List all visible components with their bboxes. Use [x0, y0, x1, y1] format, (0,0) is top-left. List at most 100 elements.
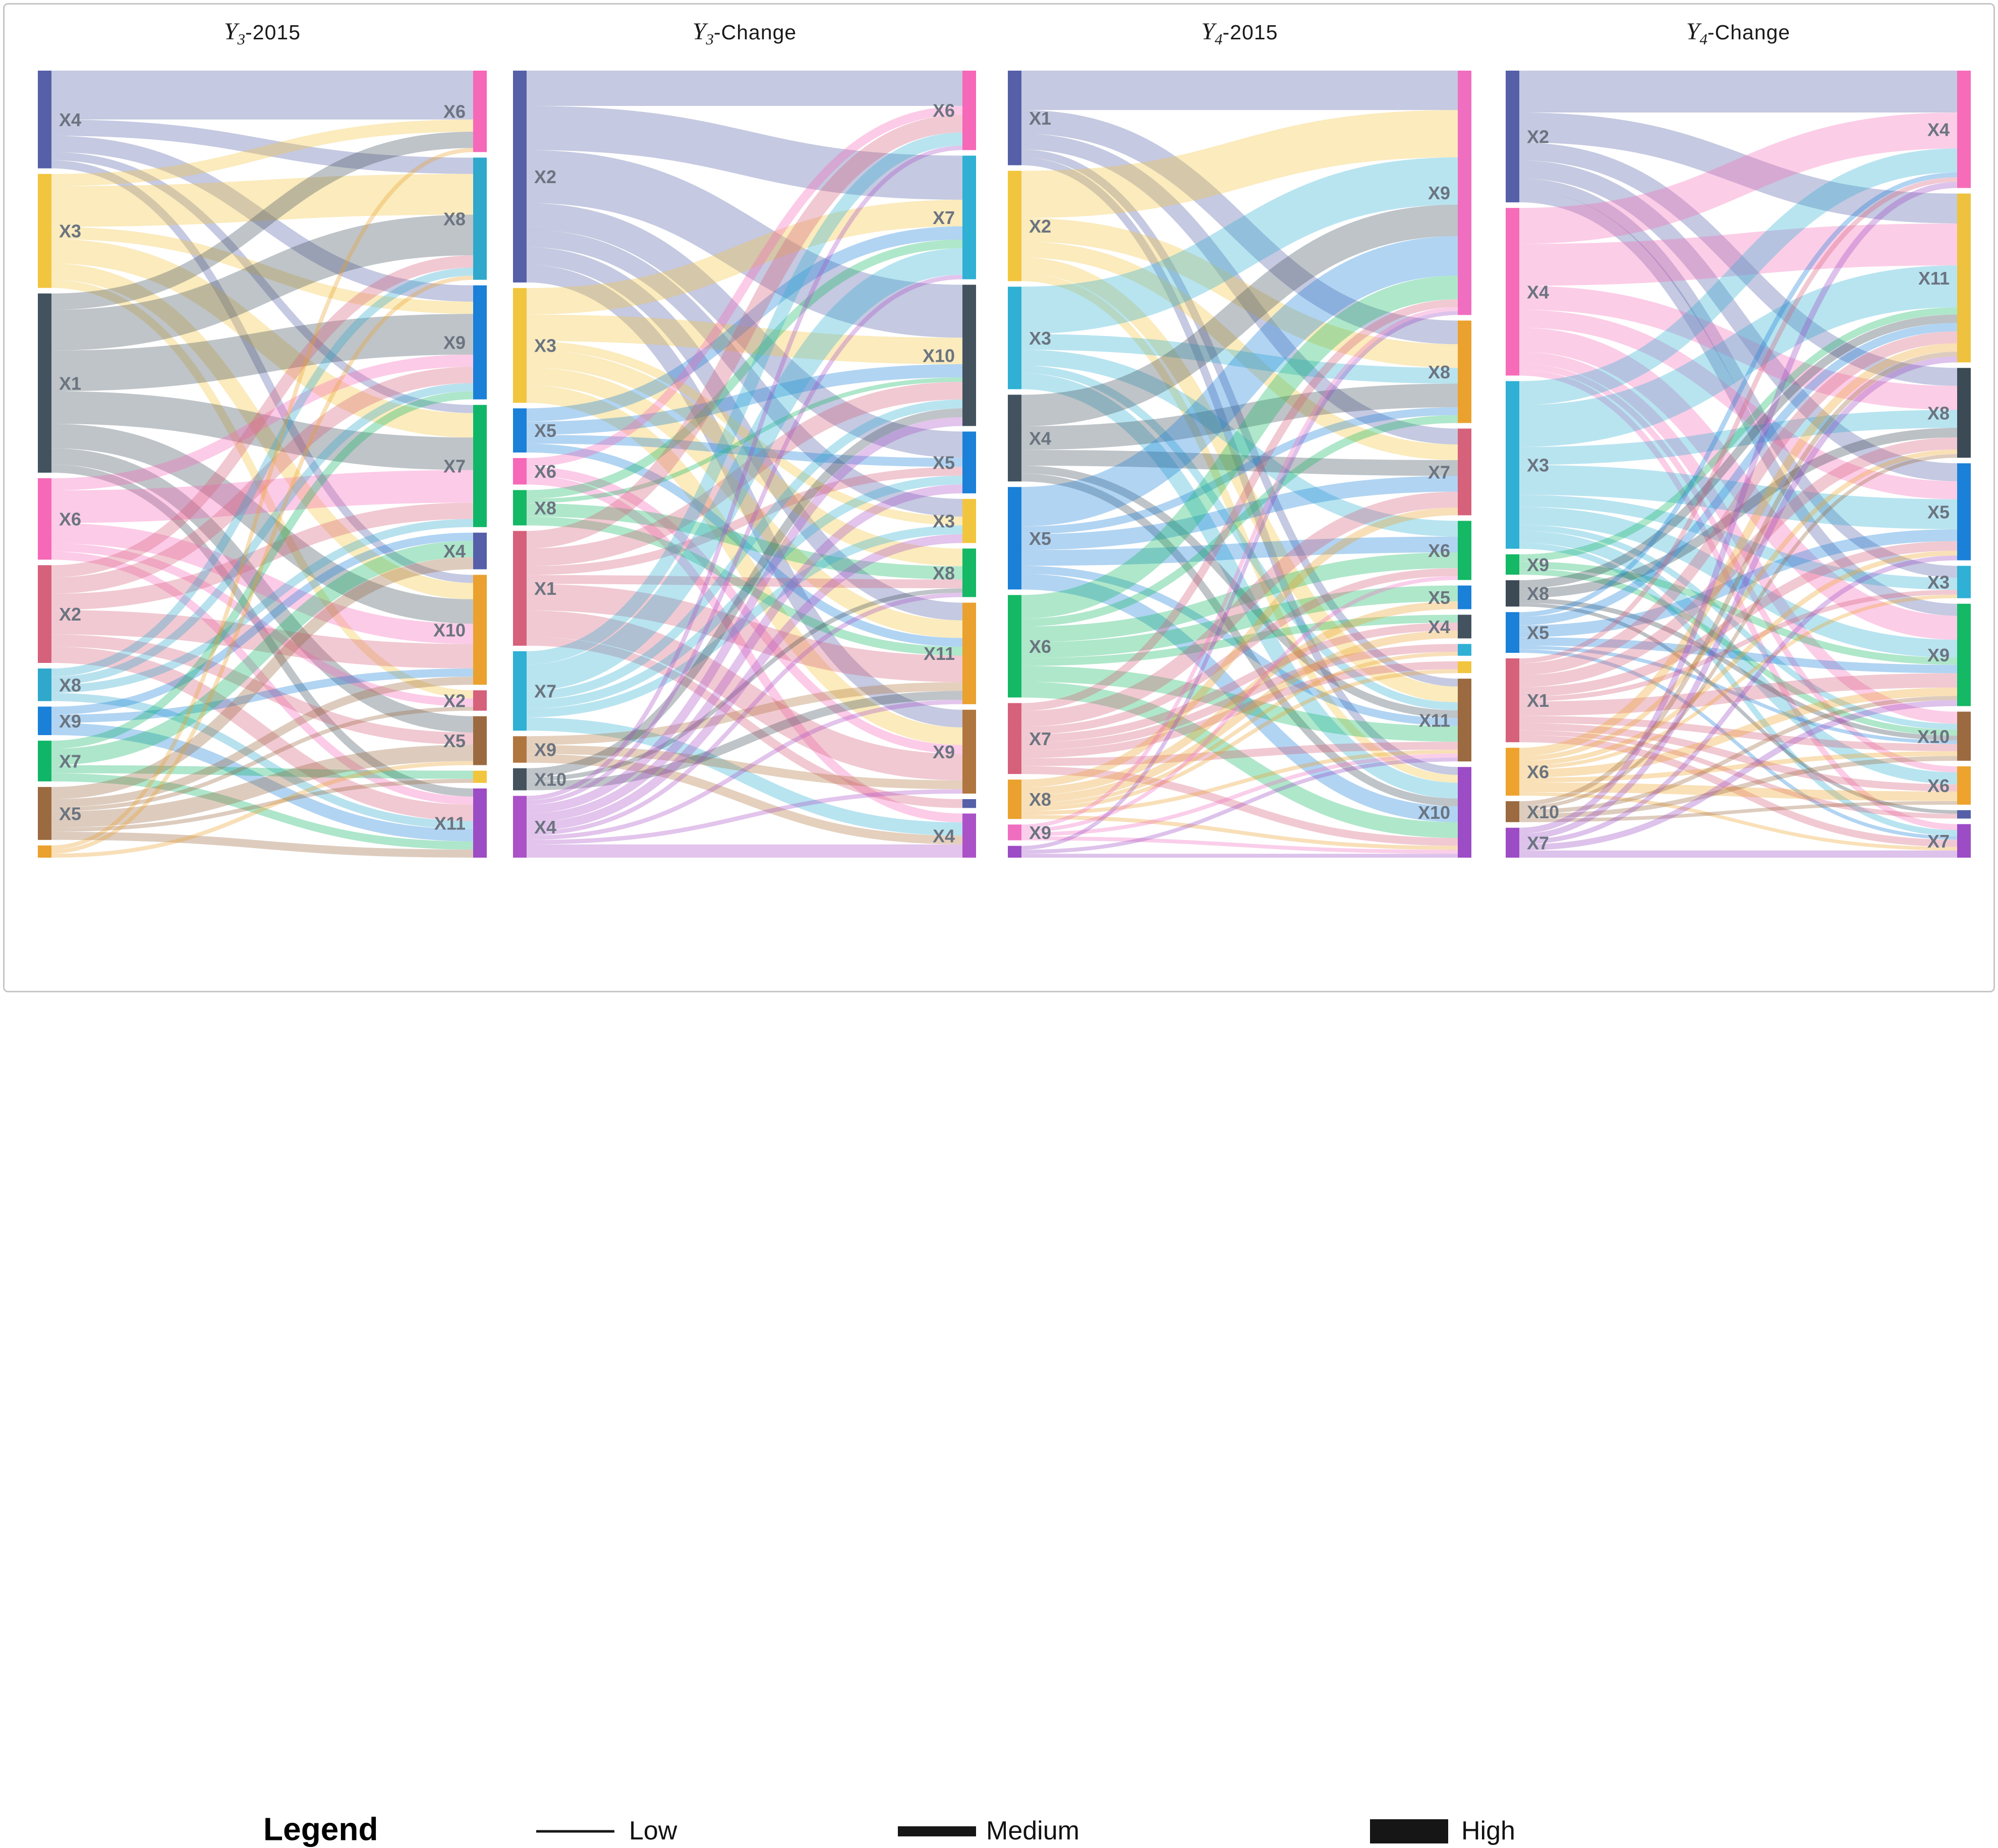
node-label-left-x4: X4	[1527, 282, 1549, 302]
sankey-ribbon-x1-to-x7	[1021, 133, 1458, 444]
sankey-ribbon-x10-to-x8	[1519, 454, 1958, 810]
sankey-node-right-x9	[1957, 603, 1971, 706]
sankey-node-left-x6	[513, 458, 527, 485]
node-label-right-x4: X4	[443, 541, 466, 562]
node-label-left-x1: X1	[1527, 690, 1549, 711]
sankey-ribbon-x4-to-x10	[51, 160, 474, 583]
node-label-left-x9: X9	[1527, 554, 1549, 575]
sankey-ribbon-x2-to-x11	[1519, 113, 1958, 223]
sankey-ribbon-x8-to-x7	[526, 239, 963, 499]
sankey-ribbon-x4-to-x9	[1021, 204, 1458, 426]
node-label-right-x5: X5	[933, 453, 955, 473]
sankey-ribbon-x4-to-x10	[1021, 473, 1458, 807]
page-root: { "figure": { "border_color": "#c6c6c6",…	[0, 3, 1998, 1847]
sankey-ribbon-x3-to-x2	[51, 279, 474, 699]
sankey-ribbon-x6-to-x9	[1519, 687, 1958, 778]
sankey-node-left-x8	[1506, 580, 1519, 607]
sankey-ribbon-x4-to-x7	[51, 152, 474, 413]
sankey-ribbon-x1-to-x11	[1519, 331, 1958, 676]
sankey-node-right-x10	[473, 575, 487, 685]
sankey-ribbon-x4-to-x8	[51, 119, 474, 174]
sankey-ribbon-x8-to-x11	[1519, 314, 1958, 589]
sankey-ribbon-x7-to-x7	[526, 248, 963, 691]
sankey-ribbon-x7-to-x3	[1021, 644, 1458, 751]
sankey-ribbon-x4-to-x8	[1021, 383, 1458, 450]
sankey-ribbon-x8-to-x5	[1021, 601, 1458, 796]
sankey-ribbon-x6-to-x7	[51, 470, 474, 523]
node-label-left-x2: X2	[534, 166, 556, 187]
sankey-ribbon-x3-to-x8	[1519, 410, 1958, 465]
sankey-ribbon-x2-to-x8	[1021, 218, 1458, 368]
sankey-ribbon-x4-to-x7	[526, 274, 963, 805]
sankey-node-right-x5	[1957, 463, 1971, 561]
sankey-ribbon-x3-to-x7	[1519, 542, 1958, 836]
sankey-ribbon-x6-to-x10	[1519, 751, 1958, 783]
sankey-node-right-x11	[962, 602, 976, 704]
sankey-node-right-x3	[962, 498, 976, 543]
node-label-right-x8: X8	[1428, 362, 1450, 382]
node-label-right-x10: X10	[923, 345, 955, 366]
sankey-node-left-x8	[38, 668, 51, 701]
sankey-ribbon-x7-to-x9	[1021, 299, 1458, 711]
sankey-ribbon-x5-to-x11	[51, 831, 474, 858]
sankey-ribbon-x4-to-x6	[1519, 363, 1958, 772]
sankey-node-left-x3	[1008, 287, 1021, 389]
sankey-ribbon-x10-to-x9	[1021, 311, 1458, 850]
sankey-node-right-x5	[473, 716, 487, 765]
sankey-ribbon-x3-to-x8	[51, 174, 474, 227]
sankey-node-right-x10	[1957, 711, 1971, 761]
sankey-ribbon-x7-to-x4	[526, 717, 963, 836]
sankey-ribbon-x2-to-x10	[51, 610, 474, 668]
node-label-left-x6: X6	[1029, 636, 1051, 657]
sankey-node-left-x5	[513, 408, 527, 453]
sankey-node-left-x1	[38, 293, 51, 473]
sankey-node-right-x4	[1957, 71, 1971, 188]
sankey-ribbon-x6-to-x3	[1519, 594, 1958, 769]
node-label-right-x6: X6	[1428, 540, 1450, 561]
sankey-ribbon-x5-to-x5	[51, 745, 474, 828]
node-label-right-x3: X3	[1927, 572, 1950, 593]
sankey-ribbon-x4-to-x11	[526, 700, 963, 840]
sankey-node-left-x2	[38, 565, 51, 663]
sankey-node-left-x9	[513, 736, 527, 763]
sankey-ribbon-x5-to-x7	[1021, 476, 1458, 550]
node-label-right-x5: X5	[1927, 502, 1950, 523]
sankey-ribbon-x8-to-x2	[1519, 603, 1958, 814]
node-label-left-x2: X2	[1527, 127, 1549, 147]
node-label-left-x5: X5	[1029, 528, 1051, 549]
sankey-ribbon-x1-to-x9	[526, 610, 963, 780]
sankey-node-left-x10	[1506, 801, 1519, 822]
title-suffix: -Change	[713, 21, 797, 44]
sankey-ribbon-x1-to-x11	[526, 584, 963, 683]
sankey-ribbon-x5-to-x10	[1021, 574, 1458, 822]
node-label-right-x11: X11	[1419, 710, 1450, 731]
sankey-ribbon-x8-to-x11	[51, 693, 474, 829]
sankey-node-left-x4	[38, 71, 51, 169]
sankey-ribbon-x9-to-x9	[1021, 307, 1458, 829]
sankey-ribbon-x4-to-x9	[1519, 327, 1958, 640]
sankey-ribbon-x1-to-x5	[51, 448, 474, 733]
sankey-ribbon-x2-to-x8	[1519, 142, 1958, 386]
title-variable: Y	[223, 18, 238, 45]
sankey-node-right-x8	[962, 548, 976, 597]
node-label-left-x9: X9	[1029, 822, 1051, 843]
sankey-ribbon-x10-to-x8	[526, 588, 963, 781]
legend: Legend Low Medium High	[0, 888, 1998, 1847]
sankey-ribbon-x9-to-x9	[526, 745, 963, 790]
panel-title: Y4-2015	[1008, 18, 1471, 68]
node-label-left-x5: X5	[59, 803, 81, 824]
sankey-node-right-x5	[962, 431, 976, 493]
sankey-panel-y4-2015: Y4-2015 X1 X2 X3 X4 X5 X6 X7 X8 X9 X9 X8 X7 X6 X5 X4 X1…	[1008, 18, 1471, 858]
sankey-node-right-x6	[1957, 766, 1971, 805]
node-label-left-x8: X8	[1527, 583, 1549, 604]
sankey-ribbon-x3-to-x11	[526, 367, 963, 638]
title-subscript: 3	[237, 30, 246, 48]
node-label-left-x8: X8	[534, 497, 556, 518]
sankey-ribbon-x5-to-x11	[1021, 566, 1458, 726]
sankey-ribbon-x4-to-x9	[51, 136, 474, 302]
sankey-ribbon-x5-to-x9	[1519, 637, 1958, 674]
sankey-node-left-x2	[1008, 171, 1021, 282]
sankey-node-left-x8	[513, 490, 527, 526]
sankey-ribbon-x10-to-x6	[51, 148, 474, 850]
sankey-ribbon-x2-to-x9	[51, 367, 474, 594]
